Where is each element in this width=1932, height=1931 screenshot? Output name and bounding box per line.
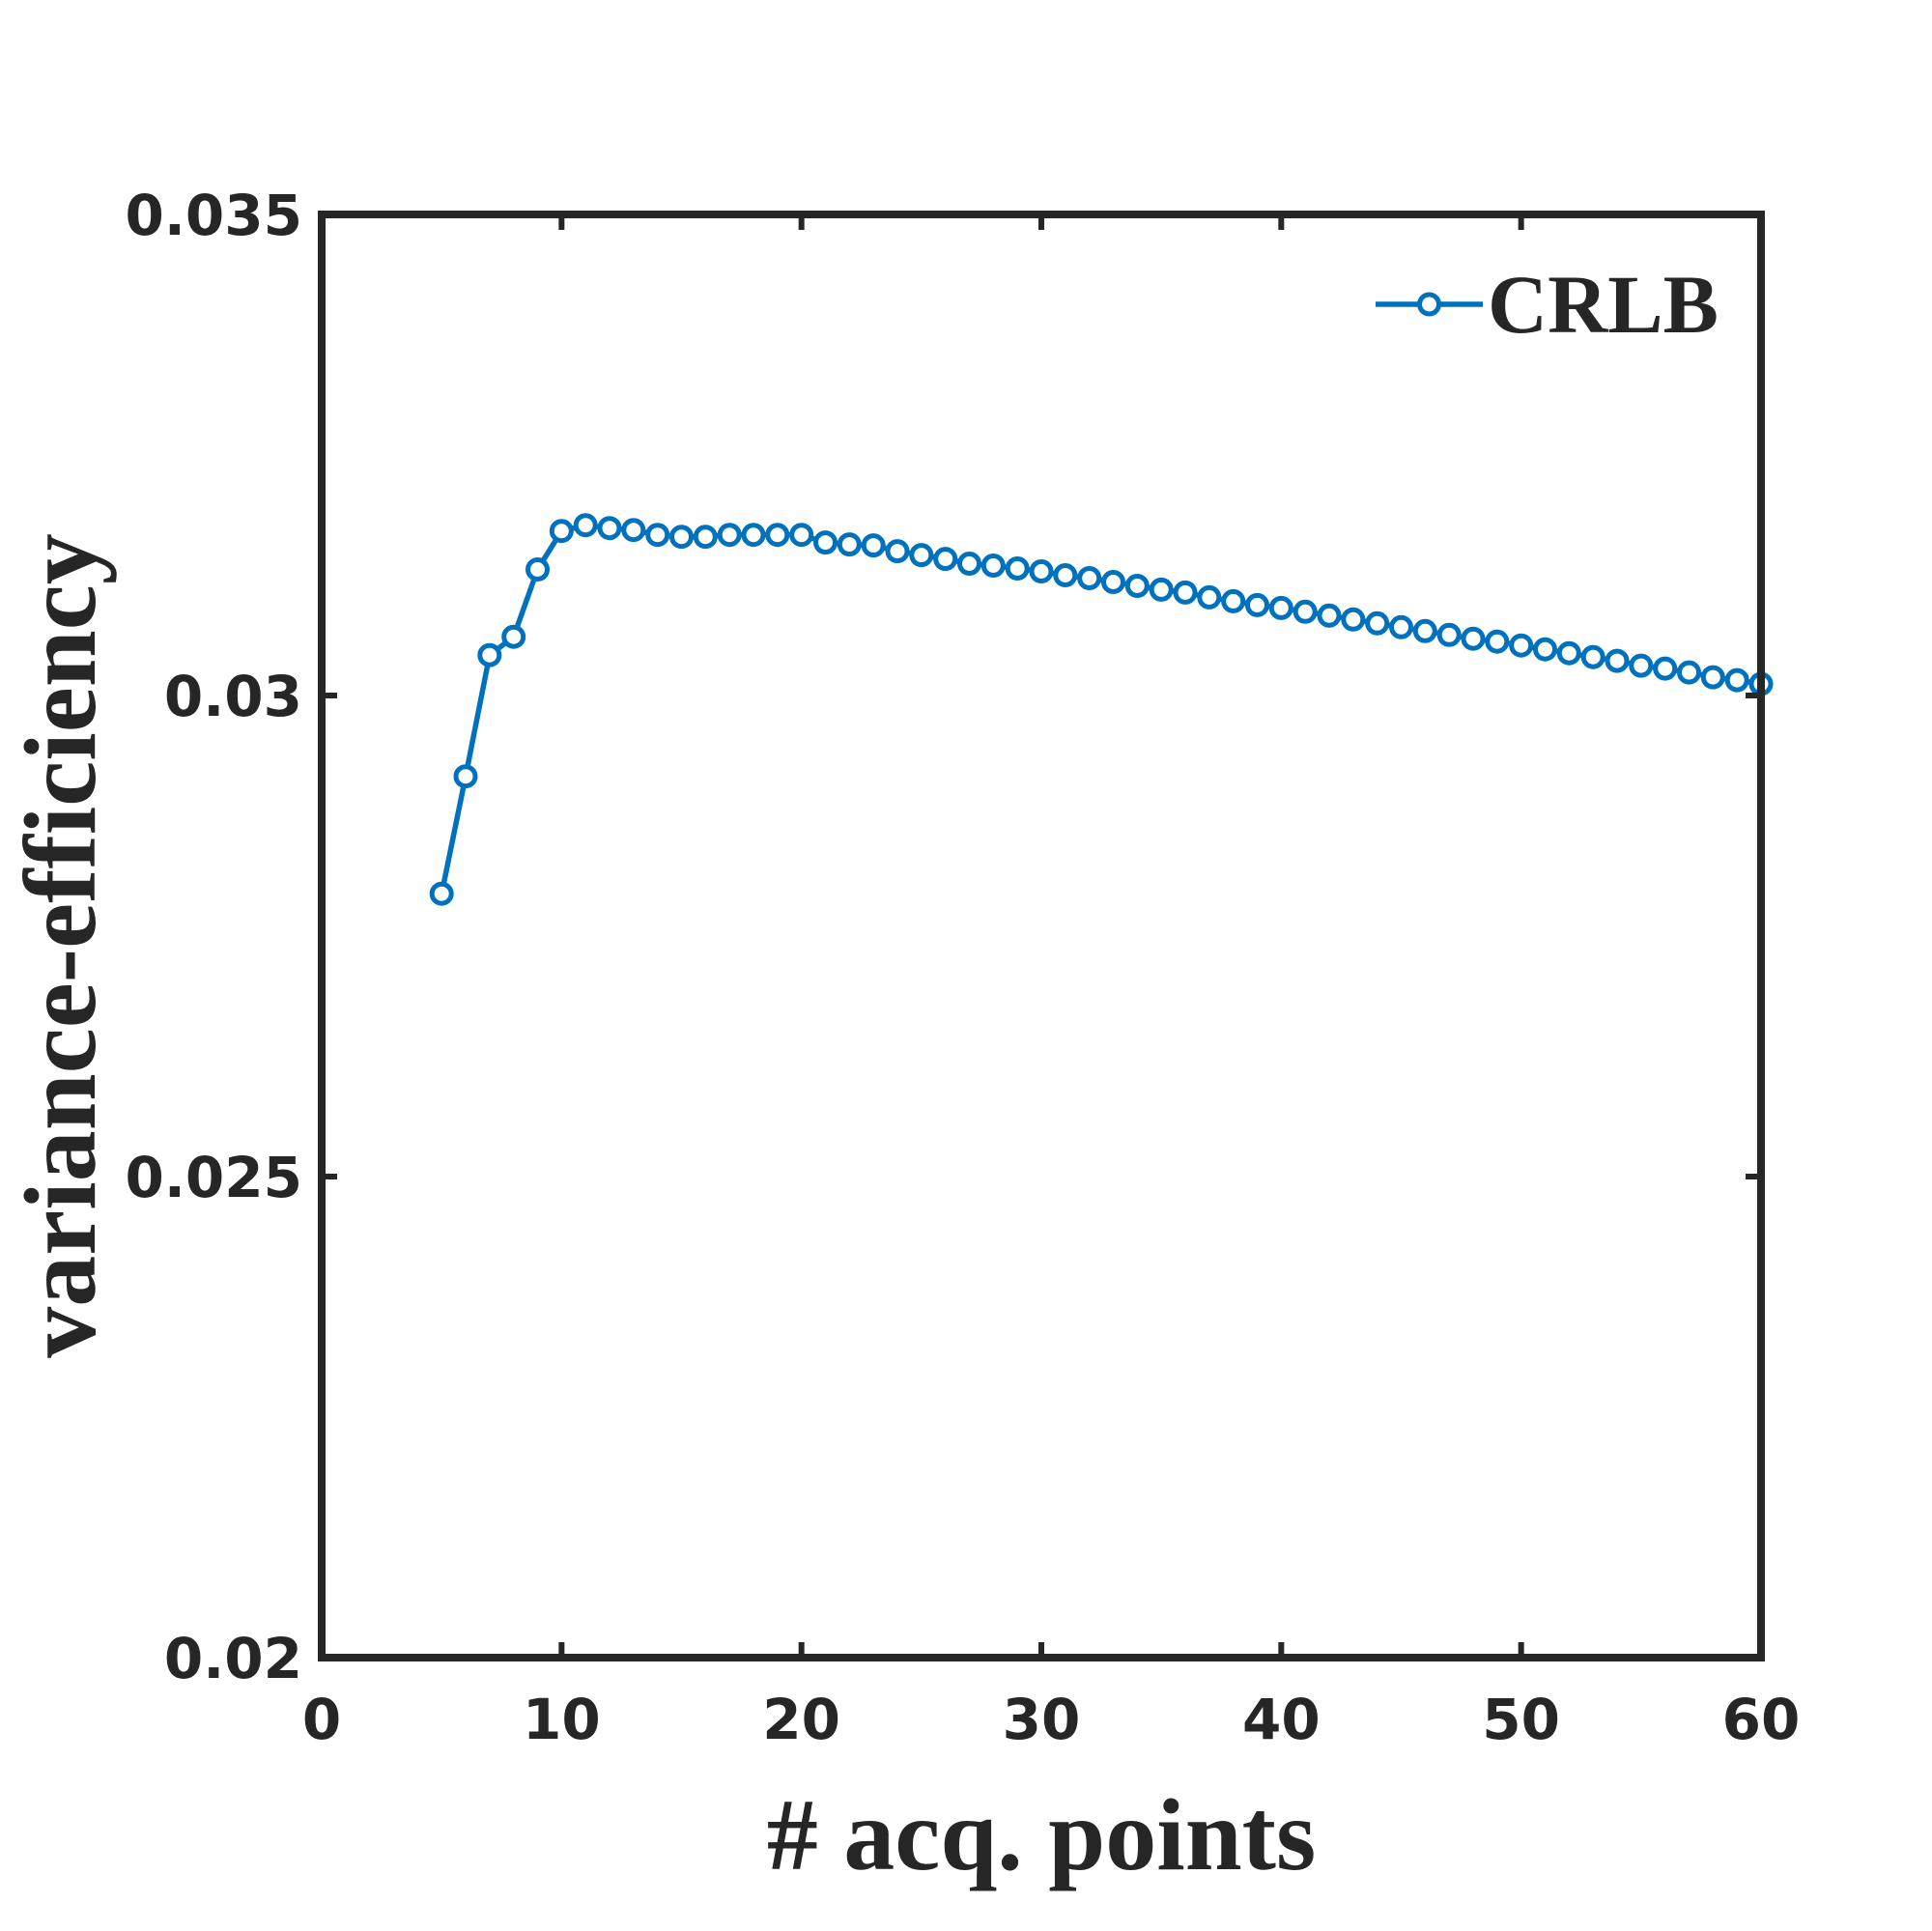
data-point [1005,556,1030,581]
data-point [1700,665,1725,690]
y-tick-label: 0.02 [164,1626,302,1691]
data-point [1317,603,1342,628]
x-tick-label: 30 [1003,1687,1081,1752]
x-tick-label: 10 [523,1687,601,1752]
data-point [1509,633,1534,658]
data-point [789,523,814,548]
x-tick-label: 60 [1722,1687,1801,1752]
data-point [501,624,526,649]
data-point [1629,653,1654,678]
plot-background [322,214,1761,1658]
data-point [1436,622,1462,647]
legend: CRLB [1376,258,1719,351]
x-axis-title: # acq. points [767,1778,1316,1891]
axes: 0 10 20 30 40 50 60 0.02 0.025 0.03 0.035 # acq. po… [4,183,1800,1891]
data-point [909,543,934,568]
data-point [957,552,981,576]
data-point [1412,618,1437,643]
data-point [645,523,670,548]
data-point [621,518,646,543]
data-point [526,557,550,582]
data-point [1389,614,1413,639]
data-point [693,525,718,550]
data-point [573,513,598,538]
data-point [1724,667,1749,693]
data-point [429,881,454,906]
data-point [1053,563,1078,587]
data-point [885,539,910,564]
y-tick-label: 0.035 [126,183,302,248]
data-point [597,516,622,541]
data-point [837,532,862,557]
data-point [813,530,838,555]
y-axis-title: variance-efficiency [4,533,117,1358]
data-point [1077,566,1102,590]
data-point [477,642,502,667]
x-tick-label: 40 [1242,1687,1321,1752]
data-point [1245,592,1269,617]
data-point [1173,580,1198,605]
data-point [980,554,1006,578]
data-point [717,523,742,548]
data-point [1556,640,1581,666]
y-tick-label: 0.03 [164,664,302,729]
data-point [1124,574,1150,598]
data-point [1268,595,1293,620]
data-point [933,547,958,572]
data-point [1580,644,1605,669]
data-point [1221,588,1246,613]
data-point [1605,648,1630,673]
y-tick-label: 0.025 [126,1145,302,1210]
data-point [1149,577,1174,602]
legend-marker [1417,292,1441,317]
data-point [549,519,574,544]
data-point [1485,629,1510,654]
x-tick-label: 50 [1482,1687,1560,1752]
data-point [741,523,766,548]
data-point [1029,559,1054,583]
data-point [1341,607,1366,632]
data-point [669,525,694,550]
data-point [1461,626,1486,651]
data-point [1653,656,1678,681]
data-point [765,523,790,548]
x-tick-label: 20 [762,1687,840,1752]
plot-area [322,214,1761,1658]
data-point [1101,570,1125,594]
data-point [1197,584,1222,610]
data-point [1533,637,1557,662]
data-point [453,764,478,789]
legend-label: CRLB [1488,258,1719,351]
x-tick-label: 0 [302,1687,341,1752]
data-point [861,533,886,558]
data-point [1677,660,1701,685]
data-point [1293,599,1318,624]
series-group [429,513,1774,906]
data-point [1365,611,1390,636]
